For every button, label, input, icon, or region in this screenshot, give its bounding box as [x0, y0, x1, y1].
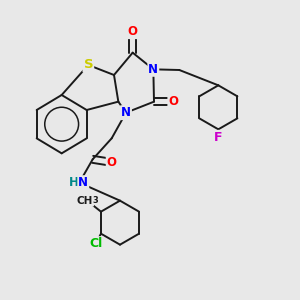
Text: Cl: Cl [89, 237, 103, 250]
Text: S: S [83, 58, 93, 71]
Text: O: O [128, 25, 138, 38]
Text: H: H [68, 176, 78, 189]
Text: 3: 3 [93, 196, 99, 205]
Text: O: O [107, 156, 117, 169]
Text: N: N [148, 63, 158, 76]
Text: F: F [214, 131, 223, 144]
Text: O: O [168, 95, 178, 108]
Text: N: N [78, 176, 88, 189]
Text: N: N [121, 106, 131, 119]
Text: CH: CH [77, 196, 93, 206]
